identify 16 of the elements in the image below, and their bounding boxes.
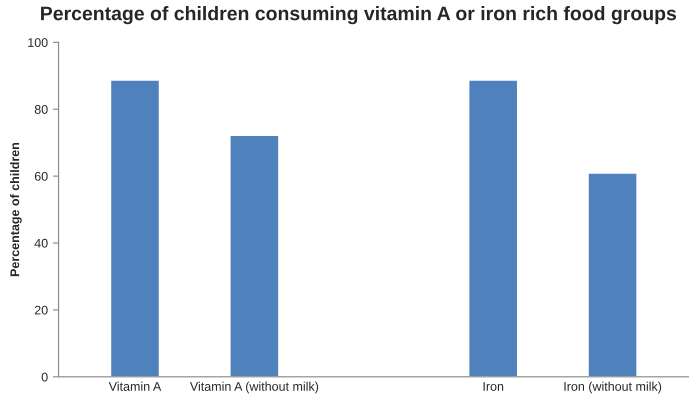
y-tick-label: 0	[42, 372, 48, 382]
x-tick-label: Vitamin A	[108, 382, 162, 391]
bar	[587, 172, 638, 377]
x-tick-label: Iron	[484, 382, 504, 391]
bar	[229, 134, 280, 377]
y-tick-label: 80	[34, 105, 48, 114]
y-tick-label: 40	[34, 238, 48, 248]
y-tick-label: 20	[34, 306, 48, 315]
y-axis-title: Percentage of children	[10, 142, 22, 276]
y-tick-label: 60	[34, 172, 48, 181]
x-tick-label: Vitamin A (without milk)	[190, 382, 318, 394]
x-tick-label: Iron (without milk)	[564, 382, 662, 394]
chart-title: Percentage of children consuming vitamin A or iron rich food groups	[41, 6, 676, 24]
y-tick-label: 100	[28, 38, 48, 47]
bar	[468, 79, 518, 377]
bar	[110, 79, 160, 377]
